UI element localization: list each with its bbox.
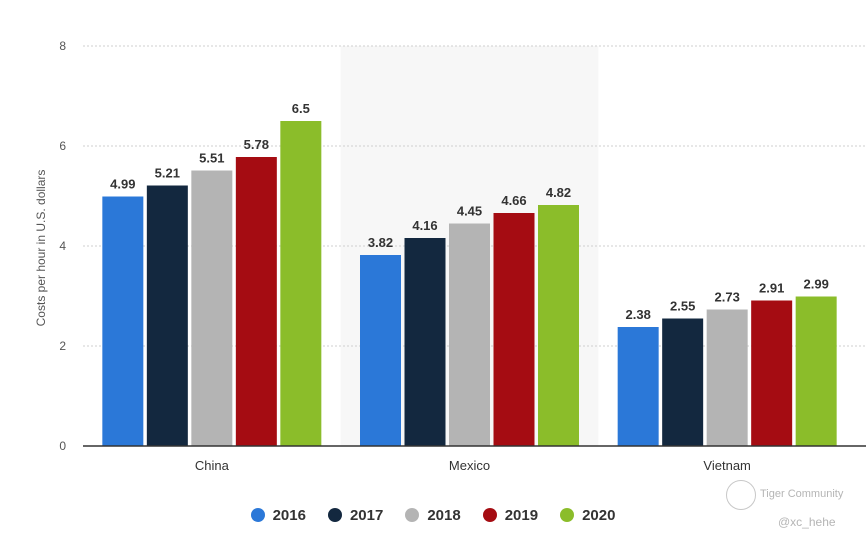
legend: 2016 2017 2018 2019 2020	[0, 503, 866, 527]
bar-mexico-2019[interactable]	[493, 213, 535, 446]
x-axis-categories: China Mexico Vietnam	[195, 458, 751, 473]
bar-mexico-2020[interactable]	[538, 205, 579, 446]
legend-dot-icon	[405, 508, 420, 522]
x-category-label: Vietnam	[703, 458, 750, 473]
watermark-brand: Tiger Community	[760, 488, 844, 500]
data-label: 5.78	[244, 137, 269, 152]
x-category-label: China	[195, 458, 230, 473]
legend-item-2018[interactable]: 2018	[405, 506, 461, 524]
data-label: 5.51	[199, 151, 224, 166]
y-axis-label: Costs per hour in U.S. dollars	[34, 170, 48, 327]
bar-mexico-2017[interactable]	[404, 238, 446, 446]
y-tick-label: 2	[59, 339, 66, 353]
data-label: 3.82	[368, 235, 393, 250]
bar-vietnam-2016[interactable]	[617, 327, 659, 446]
legend-label: 2020	[582, 506, 616, 524]
data-label: 4.45	[457, 204, 482, 219]
data-label: 4.82	[546, 185, 571, 200]
data-label: 2.38	[626, 307, 651, 322]
data-label: 2.73	[715, 290, 740, 305]
bar-vietnam-2017[interactable]	[662, 318, 704, 447]
data-label: 2.99	[804, 277, 829, 292]
legend-label: 2019	[504, 506, 539, 524]
bar-vietnam-2020[interactable]	[795, 296, 837, 447]
x-category-label: Mexico	[449, 458, 490, 473]
legend-label: 2017	[349, 506, 384, 524]
bar-vietnam-2018[interactable]	[706, 309, 748, 447]
data-label: 4.16	[412, 218, 437, 233]
bars	[102, 121, 837, 447]
y-tick-label: 6	[59, 139, 66, 153]
legend-item-2020[interactable]: 2020	[560, 507, 615, 524]
data-labels: 4.99 5.21 5.51 5.78 6.5 3.82 4.16 4.45 4.66 4.82 2…	[110, 101, 829, 322]
bar-vietnam-2019[interactable]	[751, 300, 793, 447]
data-label: 4.99	[110, 177, 135, 192]
tiger-logo-icon	[726, 480, 756, 510]
legend-dot-icon	[250, 508, 265, 522]
bar-mexico-2018[interactable]	[449, 223, 490, 447]
legend-label: 2016	[272, 506, 306, 524]
data-label: 4.66	[501, 193, 526, 208]
bar-mexico-2016[interactable]	[360, 255, 401, 446]
y-tick-label: 8	[59, 39, 66, 53]
data-label: 2.55	[670, 299, 695, 314]
legend-item-2019[interactable]: 2019	[482, 506, 539, 524]
bar-china-2019[interactable]	[235, 157, 277, 446]
bar-china-2017[interactable]	[146, 185, 188, 447]
watermark: Tiger Community @xc_hehe	[726, 480, 856, 536]
bar-china-2016[interactable]	[102, 196, 144, 447]
bar-chart: 0 2 4 6 8 Costs per hour in U.S. dollars 4.9…	[34, 39, 866, 473]
legend-dot-icon	[482, 508, 497, 522]
legend-label: 2018	[427, 506, 461, 524]
data-label: 2.91	[759, 281, 784, 296]
y-tick-label: 4	[59, 239, 66, 253]
legend-item-2017[interactable]: 2017	[327, 506, 384, 524]
data-label: 5.21	[155, 166, 180, 181]
bar-china-2018[interactable]	[191, 170, 233, 447]
legend-item-2016[interactable]: 2016	[250, 506, 306, 524]
legend-dot-icon	[560, 508, 575, 522]
legend-dot-icon	[327, 508, 342, 522]
y-axis-ticks: 0 2 4 6 8	[59, 39, 66, 453]
data-label: 6.5	[292, 101, 310, 116]
y-tick-label: 0	[59, 439, 66, 453]
watermark-handle: @xc_hehe	[778, 515, 836, 529]
bar-china-2020[interactable]	[280, 121, 322, 446]
